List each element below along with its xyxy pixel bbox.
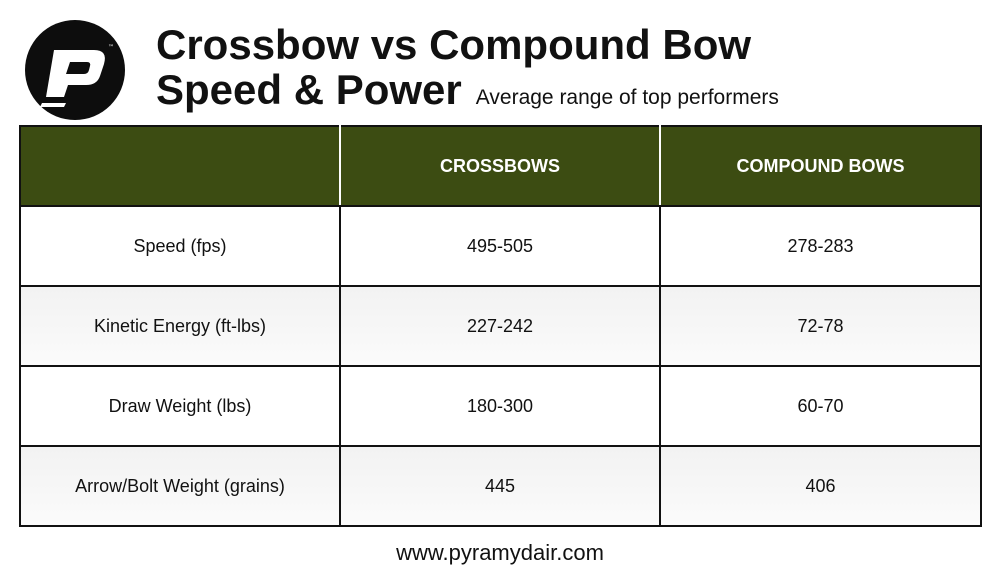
compound-value: 72-78 bbox=[659, 285, 982, 367]
table-row: Draw Weight (lbs) 180-300 60-70 bbox=[19, 365, 982, 447]
table-row: Arrow/Bolt Weight (grains) 445 406 bbox=[19, 445, 982, 527]
header-cell-crossbows: CROSSBOWS bbox=[339, 125, 661, 207]
compound-value: 406 bbox=[659, 445, 982, 527]
pyramyd-logo: ™ bbox=[24, 19, 126, 121]
footer-url: www.pyramydair.com bbox=[396, 540, 604, 565]
svg-text:™: ™ bbox=[108, 44, 114, 51]
row-label: Kinetic Energy (ft-lbs) bbox=[19, 285, 341, 367]
header-cell-empty bbox=[19, 125, 341, 207]
crossbows-value: 227-242 bbox=[339, 285, 661, 367]
page-title-line2-row: Speed & Power Average range of top perfor… bbox=[156, 67, 779, 113]
crossbows-value: 180-300 bbox=[339, 365, 661, 447]
crossbows-value: 445 bbox=[339, 445, 661, 527]
row-label: Draw Weight (lbs) bbox=[19, 365, 341, 447]
comparison-table: CROSSBOWS COMPOUND BOWS Speed (fps) 495-… bbox=[19, 125, 982, 527]
row-label: Arrow/Bolt Weight (grains) bbox=[19, 445, 341, 527]
table-header-row: CROSSBOWS COMPOUND BOWS bbox=[19, 125, 982, 207]
table-row: Speed (fps) 495-505 278-283 bbox=[19, 205, 982, 287]
row-label: Speed (fps) bbox=[19, 205, 341, 287]
page-title-line1: Crossbow vs Compound Bow bbox=[156, 21, 752, 68]
crossbows-value: 495-505 bbox=[339, 205, 661, 287]
table-row: Kinetic Energy (ft-lbs) 227-242 72-78 bbox=[19, 285, 982, 367]
pyramyd-p-logo-icon: ™ bbox=[25, 20, 125, 120]
page-subtitle: Average range of top performers bbox=[475, 86, 779, 109]
compound-value: 60-70 bbox=[659, 365, 982, 447]
compound-value: 278-283 bbox=[659, 205, 982, 287]
header-cell-compound-bows: COMPOUND BOWS bbox=[659, 125, 982, 207]
page-title-line2: Speed & Power bbox=[156, 66, 462, 113]
